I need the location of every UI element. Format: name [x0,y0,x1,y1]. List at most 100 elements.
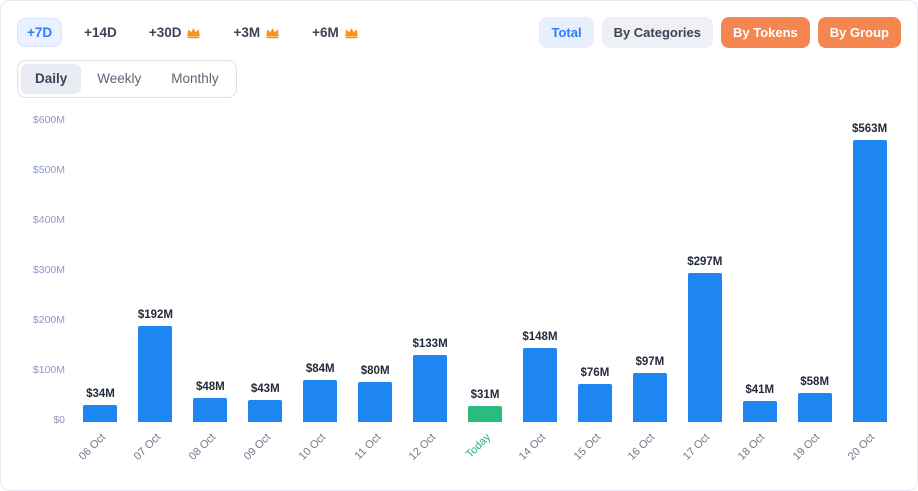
y-tick-label: $600M [32,114,65,127]
bar[interactable] [413,355,448,422]
bar-slot: $563M [842,122,897,422]
bar[interactable] [138,325,173,422]
bar-slot: $97M [622,122,677,422]
x-tick: Today [458,426,513,484]
range-filter-label: +14D [84,24,117,40]
bar-value-label: $41M [745,384,775,397]
bar-slot: $297M [677,122,732,422]
top-toolbar: +7D +14D +30D +3M +6M Total By Categorie… [17,17,901,48]
range-filter-7d[interactable]: +7D [17,17,63,48]
range-filter-3m[interactable]: +3M [223,18,290,48]
x-axis-labels: 06 Oct 07 Oct 08 Oct 09 Oct 10 Oct 11 Oct 12 O… [73,426,897,484]
crown-icon [266,28,279,39]
x-tick: 20 Oct [842,426,897,484]
bar-slot: $41M [732,122,787,422]
bar-value-label: $97M [635,356,665,369]
bar-slot: $80M [348,122,403,422]
bar-slot: $148M [513,122,568,422]
bar-value-label: $84M [305,362,335,375]
crown-icon [187,28,201,39]
bar-value-label: $43M [250,383,280,396]
bar-slot: $48M [183,122,238,422]
view-filter-by-group[interactable]: By Group [817,17,901,48]
period-tabs: Daily Weekly Monthly [17,60,237,98]
bar[interactable] [193,397,228,422]
bar[interactable] [248,400,283,422]
daily-unlocks-bar-chart: $0 $100M $200M $300M $400M $500M $600M $34M $19… [17,114,901,486]
x-tick: 06 Oct [73,426,128,484]
view-filter-by-tokens[interactable]: By Tokens [720,17,810,48]
x-tick: 16 Oct [622,426,677,484]
x-tick: 10 Oct [293,426,348,484]
bar-slot: $133M [403,122,458,422]
bar-slot: $76M [567,122,622,422]
range-filter-6m[interactable]: +6M [302,18,369,48]
bar[interactable] [797,392,832,422]
view-filter-by-categories[interactable]: By Categories [601,17,713,48]
x-tick-label: 17 Oct [681,430,713,463]
x-tick-label: 16 Oct [626,430,658,463]
x-tick-label: 06 Oct [76,430,109,463]
bar-slot: $192M [128,122,183,422]
x-tick: 08 Oct [183,426,238,484]
bar[interactable] [632,373,667,422]
bar[interactable] [687,273,722,422]
x-tick-label: 08 Oct [186,430,219,463]
bar-value-label: $297M [687,256,723,269]
x-tick: 15 Oct [567,426,622,484]
x-tick: 18 Oct [732,426,787,484]
bar[interactable] [303,379,338,422]
x-tick: 14 Oct [513,426,568,484]
x-tick: 17 Oct [677,426,732,484]
y-tick-label: $300M [32,264,65,277]
x-tick-label: 14 Oct [516,430,548,463]
x-tick-label: 11 Oct [352,430,383,462]
x-tick: 11 Oct [348,426,403,484]
range-filter-label: +30D [148,24,182,40]
bar-value-label: $48M [195,380,225,393]
range-filter-label: +7D [27,24,53,40]
bar-value-label: $148M [522,330,558,343]
x-tick: 12 Oct [403,426,458,484]
y-tick-label: $100M [32,364,65,377]
x-tick: 07 Oct [128,426,183,484]
bar-value-label: $563M [852,123,888,136]
bar[interactable] [852,140,887,422]
range-filter-group: +7D +14D +30D +3M +6M [17,17,369,48]
x-tick: 19 Oct [787,426,842,484]
bar-slot: $84M [293,122,348,422]
tab-daily[interactable]: Daily [21,64,82,94]
x-tick: 09 Oct [238,426,293,484]
bar-slot: $31M [458,122,513,422]
crown-icon [345,28,358,39]
bar[interactable] [468,406,503,422]
x-tick-label: 19 Oct [791,430,823,463]
bar[interactable] [577,383,612,422]
range-filter-14d[interactable]: +14D [74,18,127,48]
bar[interactable] [83,404,118,422]
bar-slot: $34M [73,122,128,422]
bar-value-label: $80M [360,364,390,377]
y-tick-label: $0 [53,414,65,427]
bar-slot: $58M [787,122,842,422]
bar-value-label: $31M [470,389,500,402]
x-tick-label: 12 Oct [406,430,438,463]
tab-monthly[interactable]: Monthly [171,71,219,86]
tab-weekly[interactable]: Weekly [97,71,142,86]
bar-value-label: $76M [580,366,610,379]
view-filter-group: Total By Categories By Tokens By Group [539,17,901,48]
y-tick-label: $400M [32,214,65,227]
x-tick-label: 18 Oct [736,430,768,463]
y-axis: $0 $100M $200M $300M $400M $500M $600M [17,114,69,425]
range-filter-30d[interactable]: +30D [139,18,212,48]
bar-value-label: $58M [800,375,830,388]
view-filter-total[interactable]: Total [539,17,594,48]
plot-area: $34M $192M $48M $43M $84M $80M $133M $31M $148M $… [73,122,897,422]
bar[interactable] [522,347,557,422]
bar[interactable] [358,381,393,422]
bar[interactable] [742,401,777,422]
y-tick-label: $500M [32,164,65,177]
bar-slot: $43M [238,122,293,422]
bar-value-label: $133M [412,338,448,351]
